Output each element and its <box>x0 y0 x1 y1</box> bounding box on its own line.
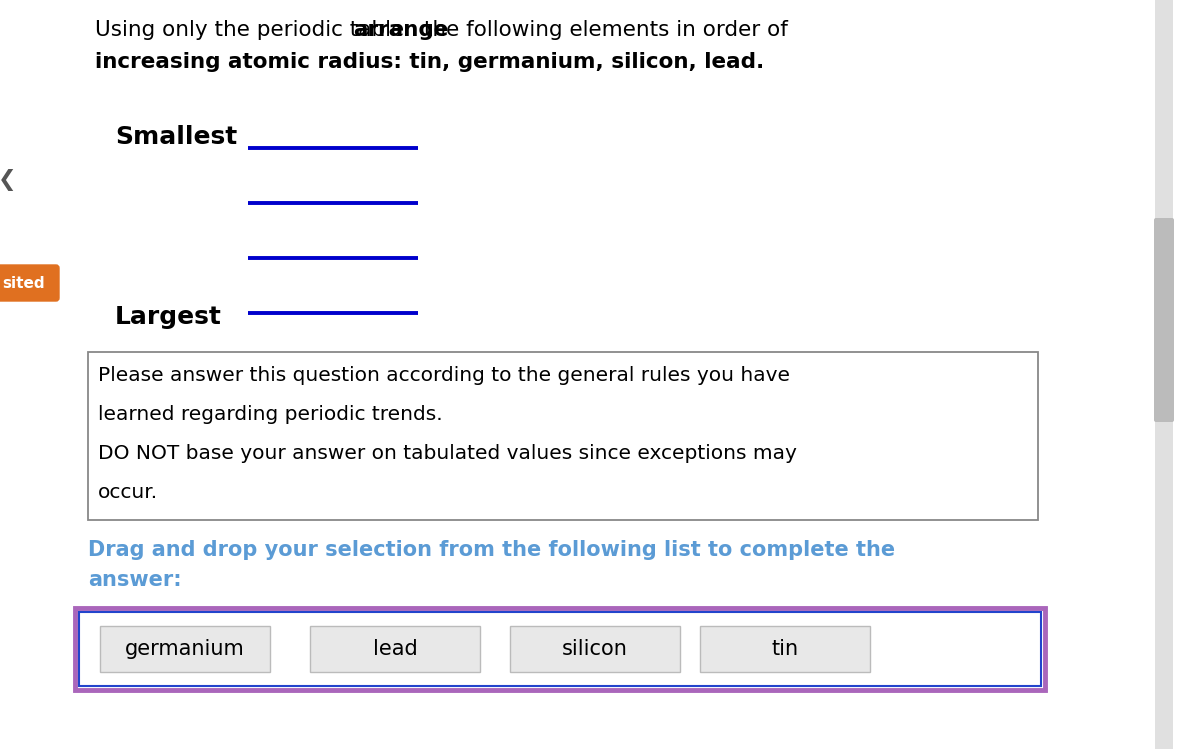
Text: Drag and drop your selection from the following list to complete the: Drag and drop your selection from the fo… <box>88 540 895 560</box>
Text: sited: sited <box>2 276 46 291</box>
FancyBboxPatch shape <box>0 265 59 301</box>
Text: occur.: occur. <box>98 483 158 502</box>
FancyBboxPatch shape <box>100 626 270 672</box>
Text: tin: tin <box>772 639 798 659</box>
Text: increasing atomic radius: tin, germanium, silicon, lead.: increasing atomic radius: tin, germanium… <box>95 52 764 72</box>
Text: the following elements in order of: the following elements in order of <box>418 20 788 40</box>
FancyBboxPatch shape <box>1154 218 1174 422</box>
FancyBboxPatch shape <box>74 608 1045 690</box>
Text: Please answer this question according to the general rules you have: Please answer this question according to… <box>98 366 790 385</box>
FancyBboxPatch shape <box>1154 0 1174 749</box>
Text: ❮: ❮ <box>0 169 17 191</box>
FancyBboxPatch shape <box>88 352 1038 520</box>
FancyBboxPatch shape <box>79 612 1042 686</box>
Text: silicon: silicon <box>562 639 628 659</box>
Text: answer:: answer: <box>88 570 181 590</box>
Text: germanium: germanium <box>125 639 245 659</box>
FancyBboxPatch shape <box>310 626 480 672</box>
Text: lead: lead <box>373 639 418 659</box>
Text: arrange: arrange <box>353 20 449 40</box>
Text: Largest: Largest <box>115 305 222 329</box>
FancyBboxPatch shape <box>510 626 680 672</box>
Text: Using only the periodic table: Using only the periodic table <box>95 20 410 40</box>
Text: Smallest: Smallest <box>115 125 238 149</box>
Text: DO NOT base your answer on tabulated values since exceptions may: DO NOT base your answer on tabulated val… <box>98 444 797 463</box>
FancyBboxPatch shape <box>700 626 870 672</box>
Text: learned regarding periodic trends.: learned regarding periodic trends. <box>98 405 443 424</box>
